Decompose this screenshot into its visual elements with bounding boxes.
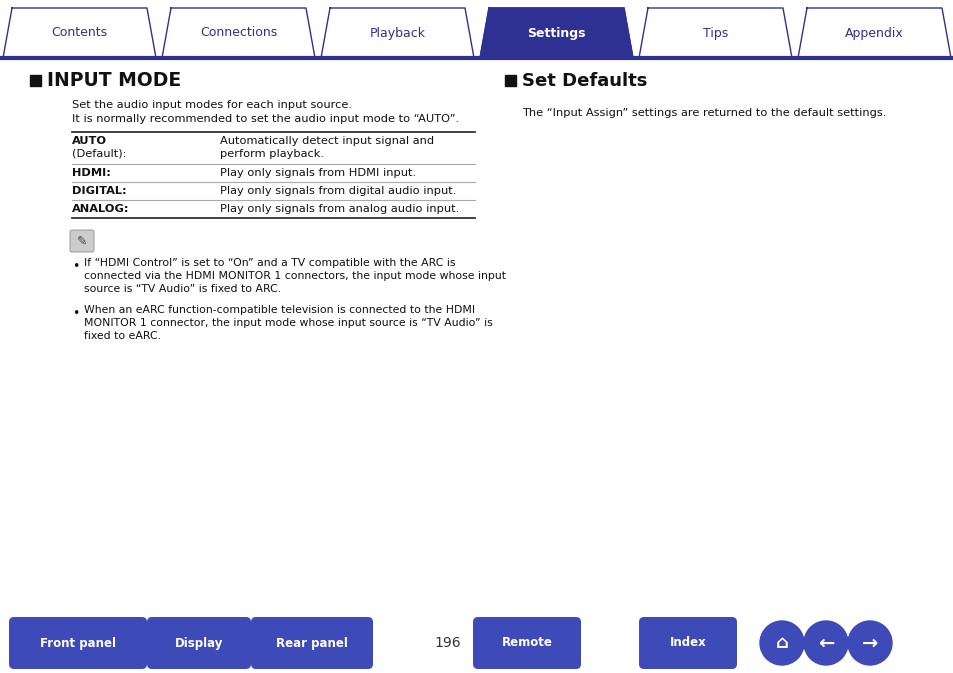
Text: Play only signals from digital audio input.: Play only signals from digital audio inp… xyxy=(220,186,456,196)
Text: ⌂: ⌂ xyxy=(775,634,787,652)
Text: perform playback.: perform playback. xyxy=(220,149,324,159)
Text: ANALOG:: ANALOG: xyxy=(71,204,130,214)
Text: →: → xyxy=(861,633,878,653)
Text: ✎: ✎ xyxy=(76,234,87,248)
Text: Playback: Playback xyxy=(369,26,425,40)
Text: source is “TV Audio” is fixed to ARC.: source is “TV Audio” is fixed to ARC. xyxy=(84,284,281,294)
Text: fixed to eARC.: fixed to eARC. xyxy=(84,331,161,341)
Text: It is normally recommended to set the audio input mode to “AUTO”.: It is normally recommended to set the au… xyxy=(71,114,458,124)
FancyBboxPatch shape xyxy=(9,617,147,669)
Circle shape xyxy=(760,621,803,665)
Text: Appendix: Appendix xyxy=(844,26,902,40)
Text: AUTO: AUTO xyxy=(71,136,107,146)
Text: Display: Display xyxy=(174,637,223,649)
Polygon shape xyxy=(797,8,950,58)
Text: Automatically detect input signal and: Automatically detect input signal and xyxy=(220,136,434,146)
FancyBboxPatch shape xyxy=(473,617,580,669)
Text: Front panel: Front panel xyxy=(40,637,116,649)
Text: Settings: Settings xyxy=(527,26,585,40)
Text: Set the audio input modes for each input source.: Set the audio input modes for each input… xyxy=(71,100,352,110)
Circle shape xyxy=(803,621,847,665)
Polygon shape xyxy=(320,8,474,58)
Text: When an eARC function-compatible television is connected to the HDMI: When an eARC function-compatible televis… xyxy=(84,305,475,315)
Text: INPUT MODE: INPUT MODE xyxy=(47,71,181,90)
Text: DIGITAL:: DIGITAL: xyxy=(71,186,127,196)
FancyBboxPatch shape xyxy=(251,617,373,669)
Text: (Default):: (Default): xyxy=(71,149,127,159)
Text: Connections: Connections xyxy=(200,26,276,40)
Text: Index: Index xyxy=(669,637,705,649)
Text: Rear panel: Rear panel xyxy=(275,637,348,649)
Text: Tips: Tips xyxy=(702,26,727,40)
Text: The “Input Assign” settings are returned to the default settings.: The “Input Assign” settings are returned… xyxy=(521,108,885,118)
Text: connected via the HDMI MONITOR 1 connectors, the input mode whose input: connected via the HDMI MONITOR 1 connect… xyxy=(84,271,505,281)
Text: 196: 196 xyxy=(435,636,461,650)
Text: •: • xyxy=(71,260,79,273)
Text: •: • xyxy=(71,307,79,320)
Text: Remote: Remote xyxy=(501,637,552,649)
Text: Set Defaults: Set Defaults xyxy=(521,71,647,90)
Text: Play only signals from HDMI input.: Play only signals from HDMI input. xyxy=(220,168,416,178)
Polygon shape xyxy=(162,8,314,58)
Polygon shape xyxy=(504,75,516,86)
Circle shape xyxy=(847,621,891,665)
Text: MONITOR 1 connector, the input mode whose input source is “TV Audio” is: MONITOR 1 connector, the input mode whos… xyxy=(84,318,493,328)
Text: ←: ← xyxy=(817,633,833,653)
Polygon shape xyxy=(3,8,156,58)
Text: If “HDMI Control” is set to “On” and a TV compatible with the ARC is: If “HDMI Control” is set to “On” and a T… xyxy=(84,258,455,268)
Text: Play only signals from analog audio input.: Play only signals from analog audio inpu… xyxy=(220,204,458,214)
FancyBboxPatch shape xyxy=(147,617,251,669)
Polygon shape xyxy=(30,75,41,86)
Text: HDMI:: HDMI: xyxy=(71,168,111,178)
Polygon shape xyxy=(639,8,791,58)
FancyBboxPatch shape xyxy=(639,617,737,669)
Text: Contents: Contents xyxy=(51,26,108,40)
FancyBboxPatch shape xyxy=(70,230,94,252)
Polygon shape xyxy=(479,8,633,58)
